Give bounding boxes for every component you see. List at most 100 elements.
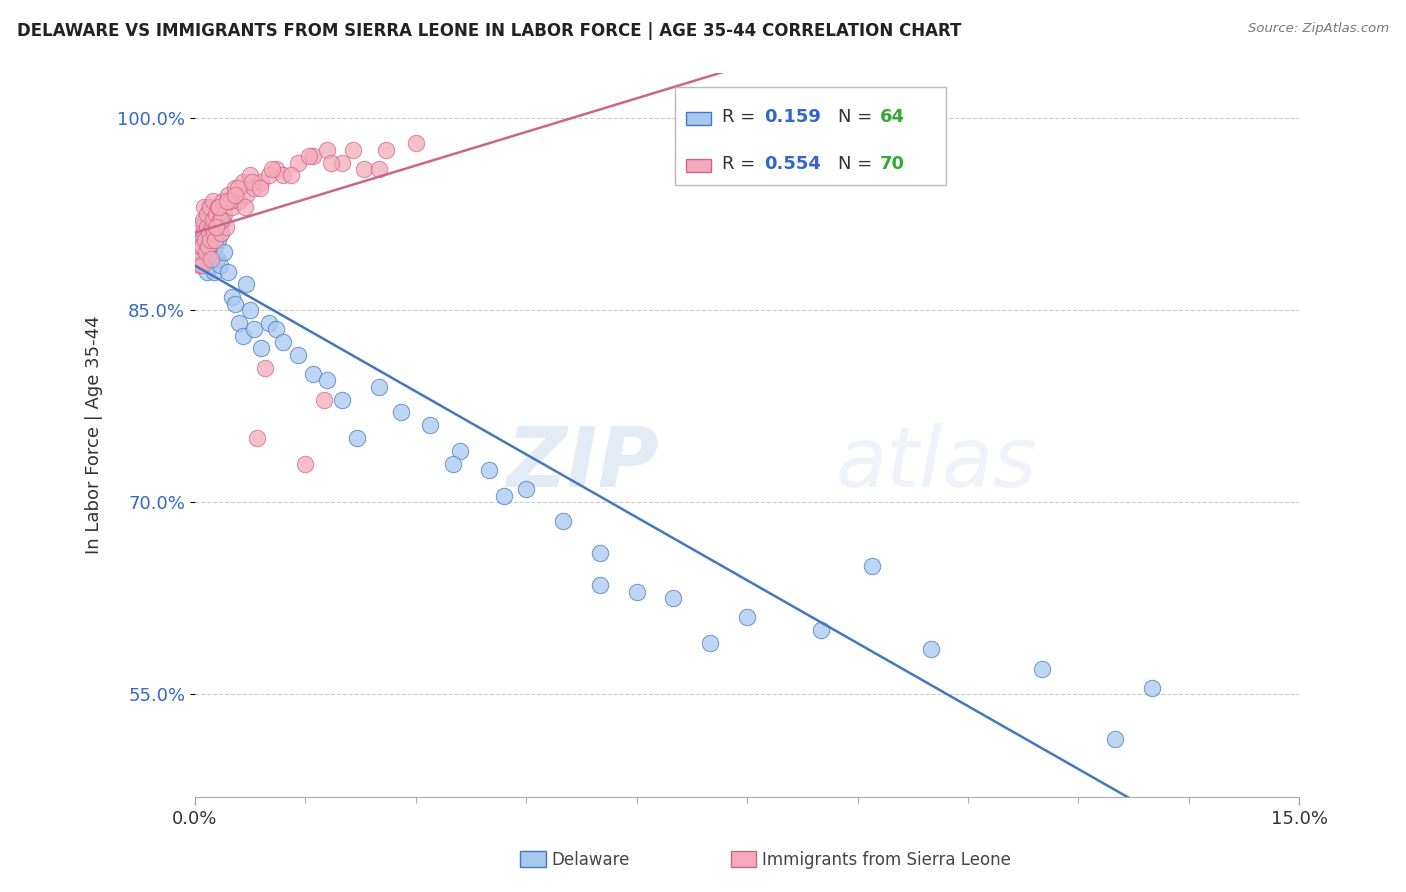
Point	[301, 149, 323, 163]
Point	[214, 207, 236, 221]
Text: Delaware: Delaware	[551, 851, 630, 869]
Point	[217, 264, 239, 278]
Point	[195, 219, 218, 234]
Point	[197, 245, 219, 260]
Point	[250, 342, 273, 356]
Point	[217, 194, 239, 208]
Point	[1031, 662, 1053, 676]
Point	[201, 219, 224, 234]
Point	[589, 578, 612, 592]
Point	[312, 392, 335, 407]
Point	[193, 219, 215, 234]
Point	[201, 233, 224, 247]
FancyBboxPatch shape	[686, 159, 710, 172]
Point	[419, 418, 441, 433]
Point	[235, 187, 257, 202]
Point	[219, 194, 242, 208]
Point	[515, 483, 537, 497]
Point	[193, 201, 215, 215]
Point	[204, 219, 226, 234]
Point	[194, 239, 217, 253]
Point	[202, 226, 225, 240]
Point	[215, 219, 238, 234]
Point	[405, 136, 427, 151]
Point	[205, 219, 228, 234]
Point	[551, 514, 574, 528]
Point	[494, 489, 516, 503]
Point	[699, 636, 721, 650]
Point	[194, 213, 217, 227]
Point	[264, 322, 287, 336]
Point	[205, 219, 228, 234]
Point	[298, 149, 321, 163]
Point	[209, 226, 232, 240]
Point	[228, 316, 250, 330]
FancyBboxPatch shape	[686, 112, 710, 126]
Point	[200, 233, 222, 247]
Point	[200, 219, 222, 234]
Y-axis label: In Labor Force | Age 35-44: In Labor Force | Age 35-44	[86, 316, 103, 554]
Point	[191, 233, 214, 247]
Text: Immigrants from Sierra Leone: Immigrants from Sierra Leone	[762, 851, 1011, 869]
Point	[191, 213, 214, 227]
Point	[449, 443, 471, 458]
Point	[1140, 681, 1163, 695]
Point	[228, 194, 250, 208]
Point	[280, 169, 302, 183]
Text: 70: 70	[880, 154, 904, 173]
Point	[478, 463, 501, 477]
Point	[224, 187, 246, 202]
Point	[200, 252, 222, 266]
Point	[301, 367, 323, 381]
Point	[188, 252, 211, 266]
Point	[240, 175, 263, 189]
Point	[626, 584, 648, 599]
Point	[271, 169, 294, 183]
Point	[190, 239, 212, 253]
Point	[197, 226, 219, 240]
Text: 0.554: 0.554	[763, 154, 821, 173]
Point	[920, 642, 942, 657]
Point	[209, 213, 232, 227]
Point	[221, 201, 243, 215]
Point	[204, 239, 226, 253]
Text: 64: 64	[880, 108, 904, 126]
Text: 0.159: 0.159	[763, 108, 821, 126]
Point	[202, 194, 225, 208]
Point	[208, 213, 231, 227]
Point	[198, 258, 221, 272]
Point	[190, 219, 212, 234]
Point	[232, 175, 254, 189]
Point	[662, 591, 685, 606]
Point	[232, 328, 254, 343]
Point	[810, 624, 832, 638]
Point	[190, 258, 212, 272]
Point	[214, 245, 236, 260]
Point	[209, 226, 232, 240]
Point	[368, 162, 391, 177]
Point	[233, 201, 256, 215]
Text: atlas: atlas	[835, 424, 1038, 504]
Point	[224, 296, 246, 310]
Point	[224, 181, 246, 195]
Text: ZIP: ZIP	[506, 424, 659, 504]
Point	[204, 207, 226, 221]
Point	[226, 181, 249, 195]
Point	[342, 143, 364, 157]
Point	[271, 334, 294, 349]
Point	[257, 169, 280, 183]
Point	[217, 187, 239, 202]
Point	[249, 181, 271, 195]
Point	[208, 201, 231, 215]
Point	[860, 559, 883, 574]
Point	[294, 457, 316, 471]
Point	[243, 181, 266, 195]
Point	[198, 201, 221, 215]
Point	[204, 233, 226, 247]
Point	[735, 610, 758, 624]
Point	[330, 392, 353, 407]
Point	[441, 457, 464, 471]
Text: R =: R =	[721, 108, 761, 126]
Point	[202, 264, 225, 278]
Point	[187, 258, 209, 272]
